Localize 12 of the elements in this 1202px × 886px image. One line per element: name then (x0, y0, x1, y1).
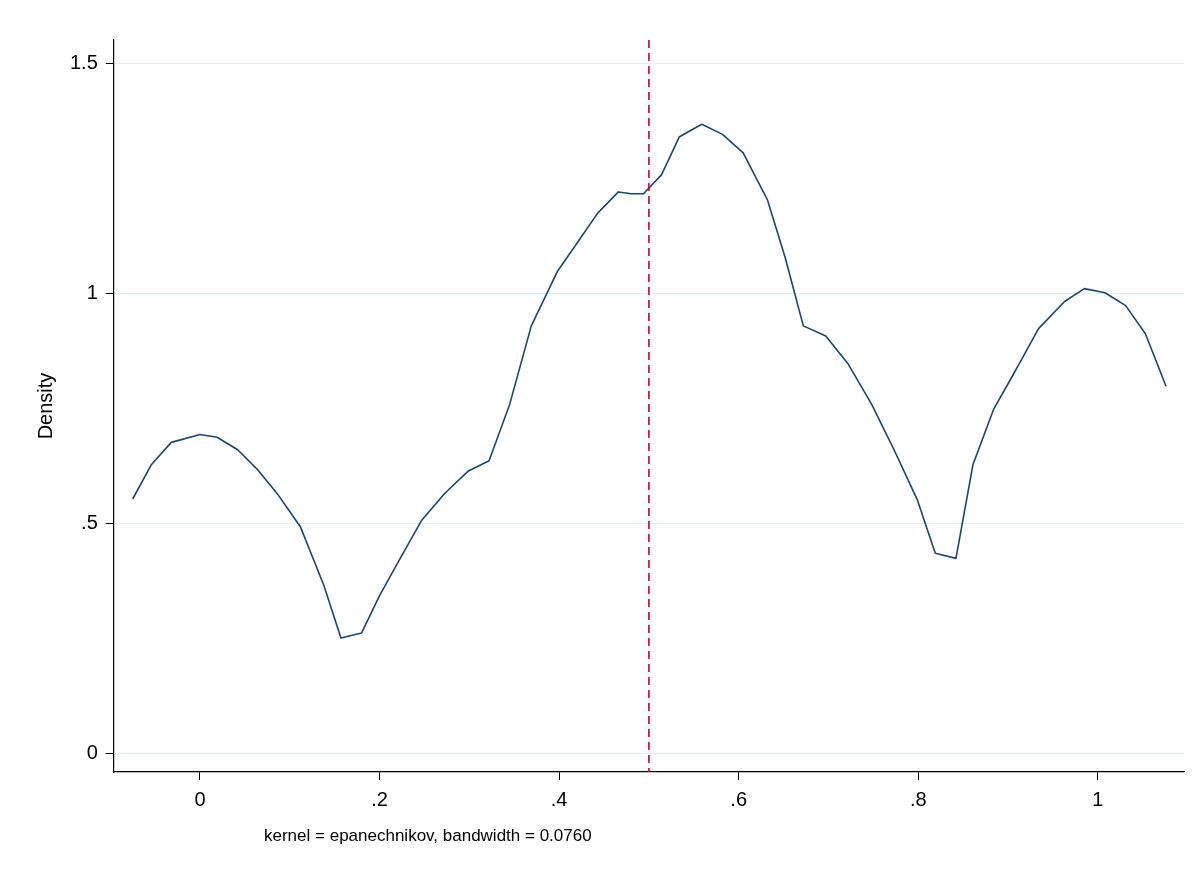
y-axis-title: Density (33, 372, 56, 440)
x-tick-label: .2 (371, 787, 388, 810)
text: kernel = epanechnikov, bandwidth = 0.0760 (264, 826, 592, 846)
x-tick-label: .8 (909, 787, 927, 810)
x-tick-label: 0 (194, 787, 206, 810)
y-tick-label: 1 (86, 280, 98, 303)
y-tick-label: .5 (81, 510, 98, 533)
x-tick-label: .6 (730, 787, 748, 810)
x-tick-label: 1 (1092, 787, 1104, 810)
x-tick-label: .4 (550, 787, 568, 810)
y-tick-label: 0 (86, 741, 98, 764)
y-tick-label: 1.5 (69, 50, 98, 73)
